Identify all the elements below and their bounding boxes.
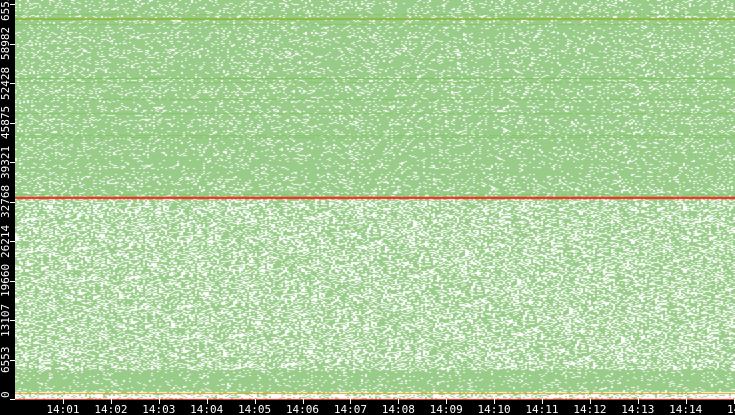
y-tick-label: 13107 [0, 303, 12, 337]
x-tick-label: 14:13 [621, 403, 655, 415]
y-tick-label: 45875 [0, 105, 12, 140]
y-tick-label: 19660 [0, 263, 12, 298]
x-tick-mark [63, 399, 64, 404]
y-tick-mark [10, 399, 15, 400]
x-tick-label: 14:10 [477, 403, 511, 415]
y-tick-label: 65536 [0, 0, 12, 21]
x-tick-label: 14:14 [669, 403, 703, 415]
x-tick-mark [685, 399, 687, 404]
x-tick-mark [350, 399, 352, 404]
x-tick-label: 14:12 [573, 403, 607, 415]
x-tick-label: 14:08 [381, 403, 415, 415]
x-tick-mark [637, 399, 639, 404]
x-tick-mark [110, 399, 112, 404]
x-tick-label: 14:04 [190, 403, 224, 415]
y-tick-label: 52428 [0, 66, 12, 100]
x-tick-label: 14:05 [238, 403, 272, 415]
x-tick-mark [494, 399, 496, 404]
y-tick-label: 32768 [0, 184, 12, 219]
x-tick-mark [733, 399, 735, 404]
x-tick-label: 14:06 [285, 403, 320, 415]
x-tick-mark [302, 399, 304, 404]
x-tick-mark [206, 399, 208, 404]
y-tick-label: 6553 [0, 346, 12, 373]
y-tick-mark [10, 162, 15, 163]
x-tick-mark [254, 399, 256, 404]
x-tick-mark [542, 399, 543, 404]
x-tick-label: 14:03 [142, 403, 176, 415]
y-tick-mark [10, 83, 15, 84]
x-tick-label: 14:09 [429, 403, 463, 415]
y-tick-mark [10, 359, 15, 361]
heatmap-plot-area [15, 0, 735, 400]
y-tick-label: 0 [0, 391, 12, 399]
y-tick-mark [10, 122, 15, 124]
x-tick-mark [158, 399, 160, 404]
x-tick-label: 14:11 [525, 403, 559, 415]
x-tick-label: 14:01 [46, 403, 80, 415]
x-tick-mark [446, 399, 448, 404]
x-tick-label: 14:02 [94, 403, 128, 415]
y-tick-label: 26214 [0, 224, 12, 258]
y-tick-mark [10, 43, 15, 45]
x-tick-label: 14 [726, 403, 735, 415]
x-tick-mark [398, 399, 400, 404]
y-tick-mark [10, 320, 15, 321]
y-tick-label: 58982 [0, 26, 12, 61]
y-tick-mark [10, 4, 15, 5]
x-tick-label: 14:07 [333, 403, 367, 415]
y-tick-mark [10, 280, 15, 282]
y-tick-mark [10, 241, 15, 242]
x-tick-mark [589, 399, 591, 404]
y-tick-label: 39321 [0, 145, 12, 179]
y-tick-mark [10, 201, 15, 203]
